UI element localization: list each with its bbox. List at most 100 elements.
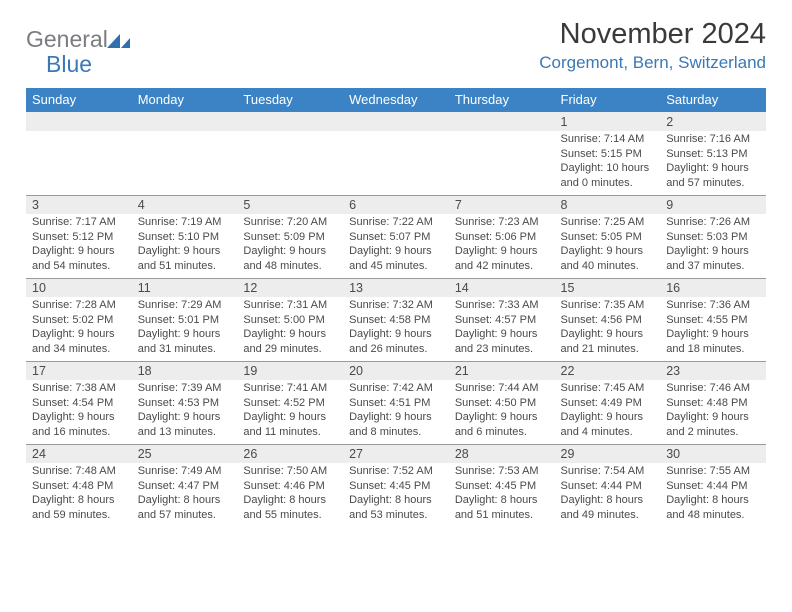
month-title: November 2024: [539, 18, 766, 51]
daylight-text: Daylight: 9 hours: [666, 161, 760, 176]
title-block: November 2024 Corgemont, Bern, Switzerla…: [539, 18, 766, 73]
sunset-text: Sunset: 4:57 PM: [455, 313, 549, 328]
sunrise-text: Sunrise: 7:45 AM: [561, 381, 655, 396]
day-data-row: Sunrise: 7:38 AMSunset: 4:54 PMDaylight:…: [26, 380, 766, 444]
daylight-text: Daylight: 9 hours: [243, 244, 337, 259]
day-number-cell: 1: [555, 112, 661, 131]
day-number-cell: 10: [26, 278, 132, 297]
day-data-cell: Sunrise: 7:28 AMSunset: 5:02 PMDaylight:…: [26, 297, 132, 361]
daylight-text: Daylight: 8 hours: [32, 493, 126, 508]
day-data-cell: Sunrise: 7:38 AMSunset: 4:54 PMDaylight:…: [26, 380, 132, 444]
day-data-cell: Sunrise: 7:48 AMSunset: 4:48 PMDaylight:…: [26, 463, 132, 527]
daylight-text-2: and 6 minutes.: [455, 425, 549, 440]
weekday-header: Saturday: [660, 88, 766, 112]
day-number-cell: 14: [449, 278, 555, 297]
daylight-text-2: and 23 minutes.: [455, 342, 549, 357]
day-number-cell: 2: [660, 112, 766, 131]
daylight-text-2: and 26 minutes.: [349, 342, 443, 357]
daylight-text: Daylight: 9 hours: [138, 244, 232, 259]
sunset-text: Sunset: 5:06 PM: [455, 230, 549, 245]
daylight-text-2: and 21 minutes.: [561, 342, 655, 357]
day-data-cell: [343, 131, 449, 195]
sunrise-text: Sunrise: 7:52 AM: [349, 464, 443, 479]
daylight-text: Daylight: 9 hours: [32, 410, 126, 425]
daylight-text: Daylight: 9 hours: [349, 244, 443, 259]
daylight-text-2: and 37 minutes.: [666, 259, 760, 274]
day-number-cell: 27: [343, 444, 449, 463]
sunrise-text: Sunrise: 7:26 AM: [666, 215, 760, 230]
logo: General Blue: [26, 26, 131, 78]
daylight-text-2: and 57 minutes.: [666, 176, 760, 191]
day-number-cell: 26: [237, 444, 343, 463]
daylight-text-2: and 34 minutes.: [32, 342, 126, 357]
page-header: General Blue November 2024 Corgemont, Be…: [26, 22, 766, 78]
sunset-text: Sunset: 4:44 PM: [561, 479, 655, 494]
day-number-cell: [343, 112, 449, 131]
day-data-cell: Sunrise: 7:32 AMSunset: 4:58 PMDaylight:…: [343, 297, 449, 361]
day-data-row: Sunrise: 7:17 AMSunset: 5:12 PMDaylight:…: [26, 214, 766, 278]
sunset-text: Sunset: 4:55 PM: [666, 313, 760, 328]
sunset-text: Sunset: 4:44 PM: [666, 479, 760, 494]
sunset-text: Sunset: 4:46 PM: [243, 479, 337, 494]
daylight-text-2: and 42 minutes.: [455, 259, 549, 274]
day-data-row: Sunrise: 7:14 AMSunset: 5:15 PMDaylight:…: [26, 131, 766, 195]
sunset-text: Sunset: 5:10 PM: [138, 230, 232, 245]
sunrise-text: Sunrise: 7:50 AM: [243, 464, 337, 479]
sunrise-text: Sunrise: 7:28 AM: [32, 298, 126, 313]
day-data-cell: Sunrise: 7:35 AMSunset: 4:56 PMDaylight:…: [555, 297, 661, 361]
daylight-text-2: and 18 minutes.: [666, 342, 760, 357]
daylight-text: Daylight: 8 hours: [455, 493, 549, 508]
daylight-text: Daylight: 9 hours: [349, 410, 443, 425]
daylight-text-2: and 48 minutes.: [666, 508, 760, 523]
daylight-text-2: and 55 minutes.: [243, 508, 337, 523]
day-data-cell: Sunrise: 7:25 AMSunset: 5:05 PMDaylight:…: [555, 214, 661, 278]
daylight-text: Daylight: 9 hours: [138, 327, 232, 342]
day-number-row: 17181920212223: [26, 361, 766, 380]
daylight-text: Daylight: 9 hours: [243, 410, 337, 425]
weekday-header: Monday: [132, 88, 238, 112]
day-number-cell: 9: [660, 195, 766, 214]
day-number-cell: 3: [26, 195, 132, 214]
daylight-text-2: and 54 minutes.: [32, 259, 126, 274]
sunrise-text: Sunrise: 7:14 AM: [561, 132, 655, 147]
day-data-cell: Sunrise: 7:20 AMSunset: 5:09 PMDaylight:…: [237, 214, 343, 278]
calendar-table: Sunday Monday Tuesday Wednesday Thursday…: [26, 88, 766, 527]
day-number-cell: 12: [237, 278, 343, 297]
sunrise-text: Sunrise: 7:39 AM: [138, 381, 232, 396]
day-number-row: 12: [26, 112, 766, 131]
sunset-text: Sunset: 4:58 PM: [349, 313, 443, 328]
sunset-text: Sunset: 4:56 PM: [561, 313, 655, 328]
daylight-text-2: and 51 minutes.: [455, 508, 549, 523]
daylight-text: Daylight: 9 hours: [349, 327, 443, 342]
daylight-text: Daylight: 9 hours: [138, 410, 232, 425]
day-data-cell: Sunrise: 7:52 AMSunset: 4:45 PMDaylight:…: [343, 463, 449, 527]
sunset-text: Sunset: 4:48 PM: [666, 396, 760, 411]
sunset-text: Sunset: 5:03 PM: [666, 230, 760, 245]
daylight-text: Daylight: 8 hours: [243, 493, 337, 508]
sunrise-text: Sunrise: 7:44 AM: [455, 381, 549, 396]
daylight-text-2: and 57 minutes.: [138, 508, 232, 523]
daylight-text: Daylight: 9 hours: [561, 244, 655, 259]
sunset-text: Sunset: 4:54 PM: [32, 396, 126, 411]
sunset-text: Sunset: 4:50 PM: [455, 396, 549, 411]
sunrise-text: Sunrise: 7:49 AM: [138, 464, 232, 479]
sunrise-text: Sunrise: 7:32 AM: [349, 298, 443, 313]
logo-blue-text: Blue: [46, 51, 108, 78]
day-number-cell: 15: [555, 278, 661, 297]
day-number-cell: 4: [132, 195, 238, 214]
day-data-cell: Sunrise: 7:45 AMSunset: 4:49 PMDaylight:…: [555, 380, 661, 444]
day-data-cell: Sunrise: 7:14 AMSunset: 5:15 PMDaylight:…: [555, 131, 661, 195]
daylight-text: Daylight: 10 hours: [561, 161, 655, 176]
day-data-cell: Sunrise: 7:53 AMSunset: 4:45 PMDaylight:…: [449, 463, 555, 527]
day-number-cell: 17: [26, 361, 132, 380]
weekday-header: Friday: [555, 88, 661, 112]
sunrise-text: Sunrise: 7:35 AM: [561, 298, 655, 313]
location-label: Corgemont, Bern, Switzerland: [539, 53, 766, 73]
sunset-text: Sunset: 5:02 PM: [32, 313, 126, 328]
day-data-cell: Sunrise: 7:31 AMSunset: 5:00 PMDaylight:…: [237, 297, 343, 361]
day-number-cell: [132, 112, 238, 131]
weekday-header: Sunday: [26, 88, 132, 112]
day-data-cell: Sunrise: 7:17 AMSunset: 5:12 PMDaylight:…: [26, 214, 132, 278]
daylight-text-2: and 45 minutes.: [349, 259, 443, 274]
day-number-cell: 13: [343, 278, 449, 297]
